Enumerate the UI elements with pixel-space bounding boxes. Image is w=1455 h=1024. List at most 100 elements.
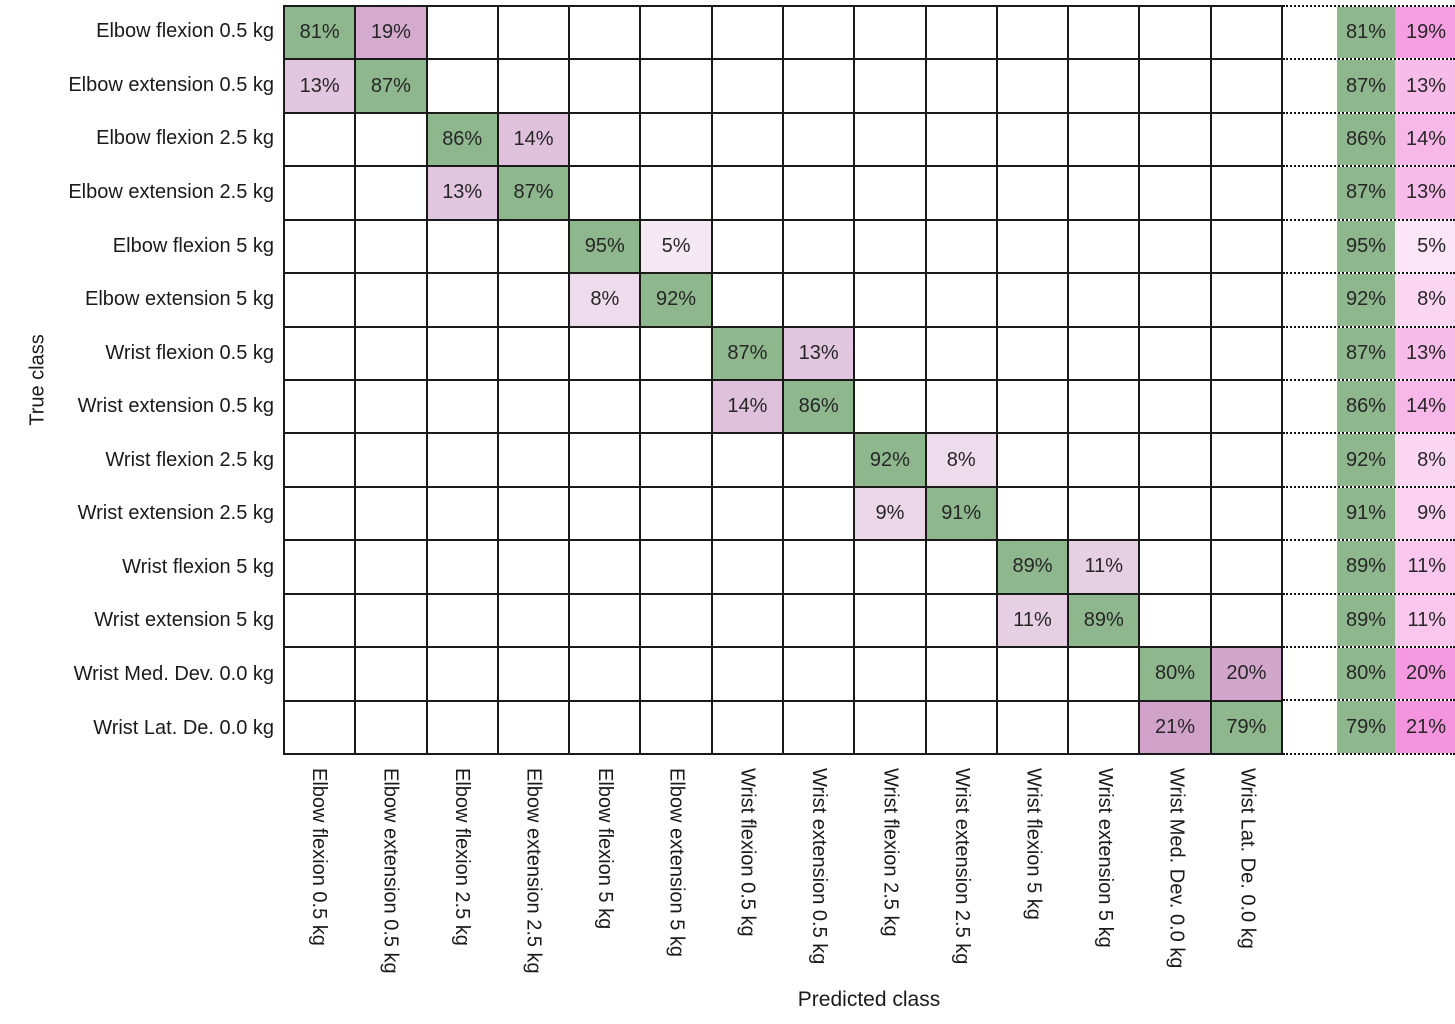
predicted-class-label: Elbow extension 2.5 kg [497, 768, 568, 974]
matrix-cell [1068, 6, 1140, 60]
matrix-cell [782, 6, 855, 60]
matrix-cell [925, 593, 997, 648]
matrix-cell [355, 326, 427, 380]
matrix-cell [284, 379, 356, 434]
matrix-cell: 89% [1068, 593, 1140, 648]
matrix-cell [640, 6, 712, 60]
matrix-cell [925, 379, 997, 434]
summary-correct-cell: 92% [1337, 434, 1395, 486]
row-summary: 81% 19% 87% 13% 86% 14% 87% 13% 95% 5% 92% 8% 87% 13%… [1283, 5, 1455, 755]
matrix-cell [497, 700, 570, 754]
summary-gap [1283, 648, 1337, 699]
summary-gap [1283, 541, 1337, 592]
summary-gap [1283, 434, 1337, 485]
matrix-cell [1210, 593, 1282, 648]
matrix-cell [711, 700, 783, 754]
matrix-cell [355, 647, 427, 701]
true-class-label: Elbow flexion 5 kg [112, 234, 274, 257]
matrix-cell [1210, 112, 1282, 167]
matrix-cell [497, 59, 570, 113]
matrix-cell [497, 593, 570, 648]
summary-correct-cell: 91% [1337, 487, 1395, 540]
matrix-cell: 14% [711, 379, 783, 434]
matrix-cell: 81% [284, 6, 356, 60]
matrix-cell [854, 112, 926, 167]
matrix-cell [1068, 326, 1140, 380]
summary-row: 80% 20% [1283, 646, 1455, 700]
predicted-class-label-text: Elbow extension 5 kg [665, 768, 688, 958]
matrix-cell: 21% [1139, 700, 1211, 754]
matrix-cell [711, 219, 783, 274]
matrix-cell [1068, 112, 1140, 167]
matrix-cell [569, 647, 641, 701]
matrix-cell: 13% [284, 59, 356, 113]
matrix-cell [854, 593, 926, 648]
summary-incorrect-cell: 20% [1395, 648, 1455, 700]
matrix-cell [996, 379, 1069, 434]
summary-gap [1283, 221, 1337, 272]
predicted-class-label-text: Wrist extension 2.5 kg [951, 768, 973, 965]
summary-correct-cell: 87% [1337, 60, 1395, 112]
matrix-cell [284, 647, 356, 701]
summary-correct-cell: 92% [1337, 274, 1395, 326]
matrix-cell [996, 273, 1069, 327]
predicted-class-label-text: Elbow extension 0.5 kg [379, 768, 402, 974]
matrix-cell [1210, 433, 1282, 487]
matrix-cell [1139, 486, 1211, 541]
matrix-cell [426, 700, 498, 754]
matrix-cell [426, 540, 498, 594]
matrix-cell [569, 6, 641, 60]
matrix-cell [355, 219, 427, 274]
matrix-cell [925, 647, 997, 701]
matrix-cell [782, 433, 855, 487]
matrix-cell [1139, 166, 1211, 220]
matrix-cell [640, 593, 712, 648]
summary-row: 79% 21% [1283, 699, 1455, 755]
matrix-cell [426, 219, 498, 274]
matrix-cell [426, 433, 498, 487]
true-class-label: Wrist flexion 0.5 kg [105, 341, 274, 364]
summary-incorrect-cell: 8% [1395, 434, 1455, 486]
summary-row: 86% 14% [1283, 111, 1455, 166]
matrix-cell [782, 647, 855, 701]
matrix-cell [782, 219, 855, 274]
matrix-cell [355, 700, 427, 754]
matrix-cell [1068, 433, 1140, 487]
matrix-cell [1068, 379, 1140, 434]
confusion-matrix-grid: 81% 19% 13% 87% 86% 14% 13% 87% 95% 5% 8% 92% 87% 13%… [283, 5, 1283, 755]
matrix-cell [426, 326, 498, 380]
summary-correct-cell: 80% [1337, 648, 1395, 700]
matrix-cell [355, 379, 427, 434]
matrix-cell [1210, 379, 1282, 434]
matrix-cell [1139, 540, 1211, 594]
matrix-cell [711, 166, 783, 220]
matrix-cell [925, 166, 997, 220]
summary-gap [1283, 381, 1337, 432]
summary-incorrect-cell: 13% [1395, 327, 1455, 379]
matrix-cell [497, 486, 570, 541]
matrix-cell [1139, 433, 1211, 487]
matrix-cell [996, 59, 1069, 113]
summary-gap [1283, 701, 1337, 752]
summary-correct-cell: 89% [1337, 594, 1395, 647]
matrix-cell [497, 433, 570, 487]
predicted-class-label: Elbow extension 5 kg [640, 768, 711, 974]
matrix-cell [284, 273, 356, 327]
matrix-cell: 86% [782, 379, 855, 434]
matrix-cell [1068, 700, 1140, 754]
predicted-class-label-text: Wrist flexion 0.5 kg [736, 768, 759, 937]
matrix-cell [497, 219, 570, 274]
matrix-cell: 9% [854, 486, 926, 541]
matrix-cell [782, 166, 855, 220]
matrix-cell [497, 273, 570, 327]
matrix-cell [1139, 59, 1211, 113]
matrix-cell [854, 273, 926, 327]
matrix-cell [854, 647, 926, 701]
matrix-cell: 79% [1210, 700, 1282, 754]
matrix-cell [426, 486, 498, 541]
matrix-cell [1139, 326, 1211, 380]
summary-incorrect-cell: 9% [1395, 487, 1455, 540]
matrix-cell: 95% [569, 219, 641, 274]
matrix-cell: 11% [1068, 540, 1140, 594]
matrix-cell [996, 486, 1069, 541]
